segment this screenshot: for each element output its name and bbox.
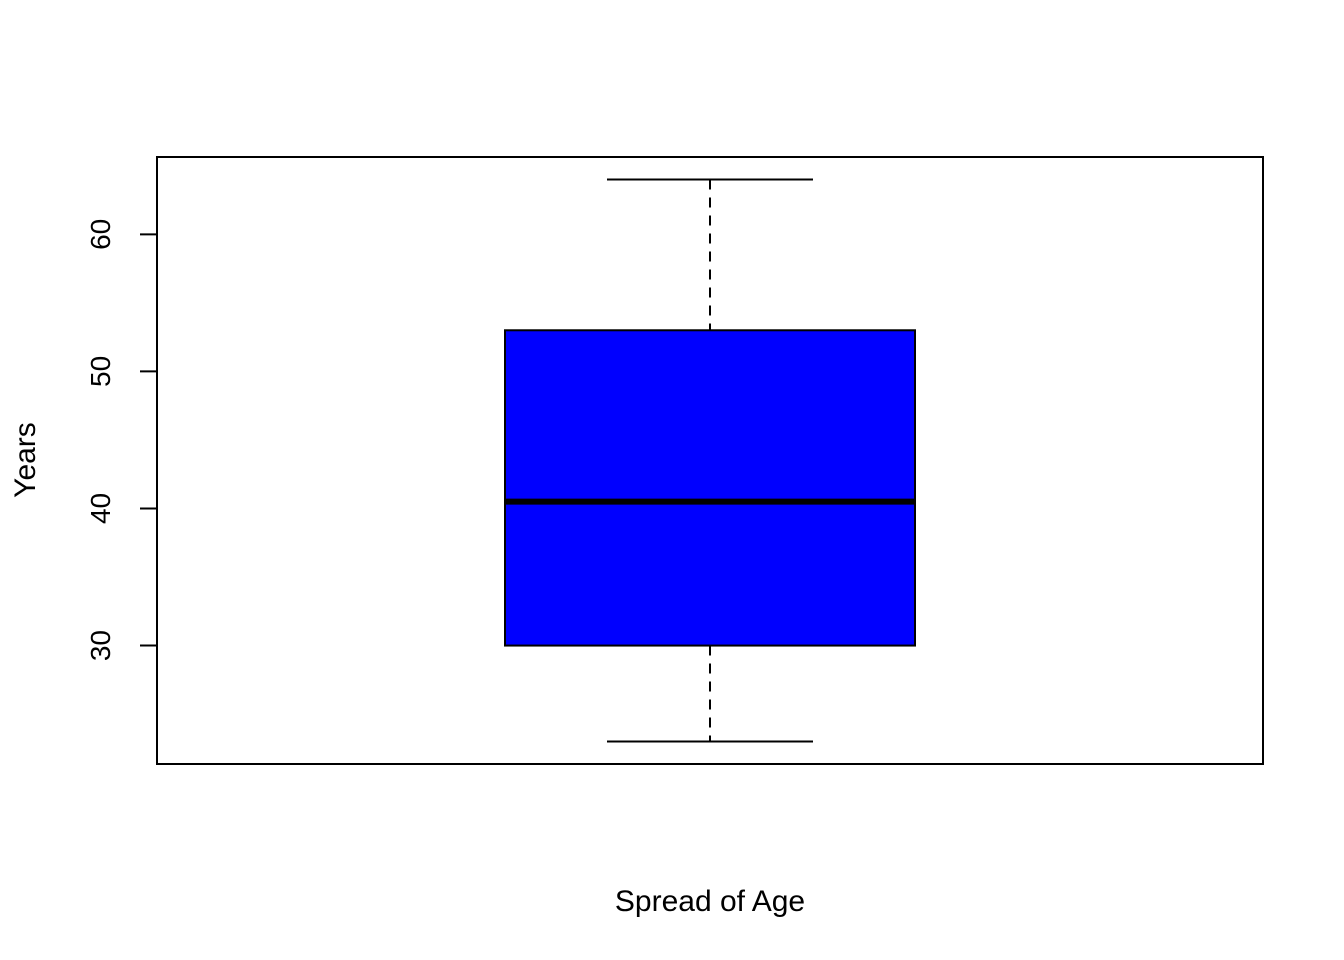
y-axis: 30 40 50 60	[85, 219, 158, 661]
y-tick-label-60: 60	[85, 219, 116, 250]
y-tick-label-40: 40	[85, 493, 116, 524]
x-axis-label: Spread of Age	[615, 885, 805, 918]
y-axis-label: Years	[9, 422, 42, 498]
y-tick-label-30: 30	[85, 630, 116, 661]
plot-layer	[504, 178, 916, 743]
y-tick-label-50: 50	[85, 356, 116, 387]
interquartile-box	[504, 329, 916, 647]
